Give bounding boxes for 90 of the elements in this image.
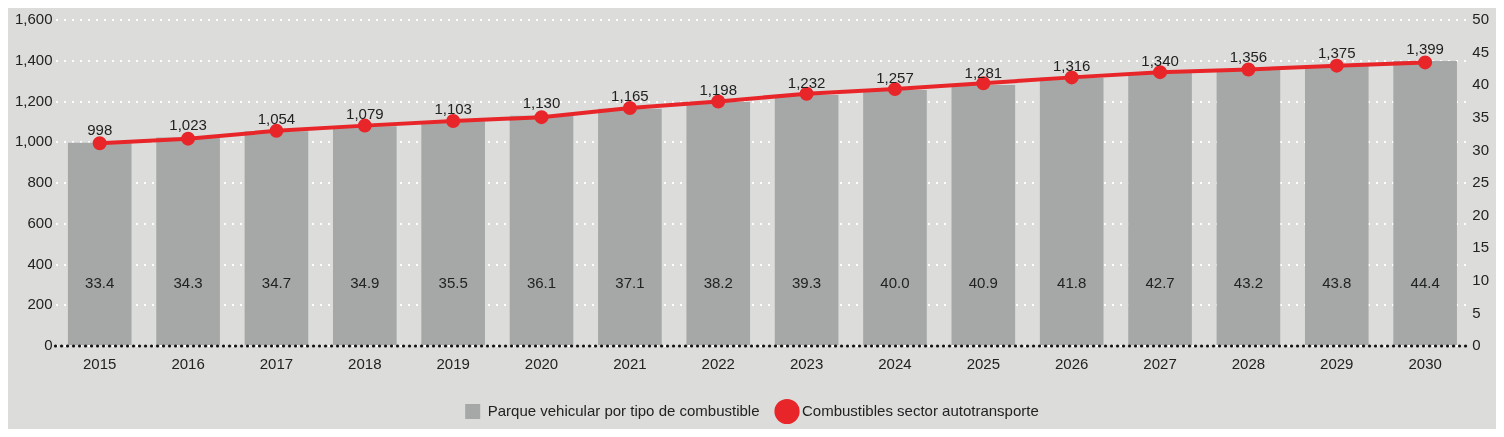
bar	[67, 142, 132, 345]
data-label: 1,023	[169, 116, 207, 134]
data-label: 1,281	[964, 63, 1003, 81]
x-tick-label: 2024	[878, 355, 912, 373]
bar	[332, 126, 397, 345]
y-tick-label: 200	[27, 295, 53, 313]
bar	[1216, 69, 1281, 345]
data-label: 1,103	[434, 99, 472, 117]
data-label: 1,165	[611, 87, 649, 105]
x-tick-label: 2029	[1320, 355, 1354, 373]
annotation: 39.3	[792, 274, 822, 292]
point	[534, 110, 549, 125]
annotation: 42.7	[1145, 274, 1175, 292]
y-tick-label: 400	[27, 254, 53, 272]
data-label: 1,054	[257, 109, 296, 127]
data-label: 1,356	[1229, 48, 1268, 66]
annotation: 43.8	[1322, 274, 1352, 292]
x-tick-label: 2027	[1143, 355, 1177, 373]
y2-tick-label: 15	[1472, 238, 1489, 256]
y2-tick-label: 5	[1472, 303, 1481, 321]
x-tick-label: 2015	[83, 355, 117, 373]
y2-tick-label: 35	[1472, 107, 1489, 125]
data-label: 1,375	[1318, 44, 1356, 62]
data-label: 1,232	[787, 73, 826, 91]
annotation: 34.7	[261, 274, 292, 292]
y-tick-label: 1,000	[14, 132, 53, 150]
bar	[509, 115, 574, 345]
x-tick-label: 2021	[613, 355, 647, 373]
y2-tick-label: 40	[1472, 75, 1489, 93]
y2-tick-label: 25	[1472, 173, 1489, 191]
data-label: 1,198	[699, 80, 738, 98]
point	[181, 131, 196, 146]
legend-label: Parque vehicular por tipo de combustible	[487, 401, 760, 419]
x-tick-label: 2016	[171, 355, 205, 373]
annotation: 41.8	[1057, 274, 1087, 292]
annotation: 35.5	[438, 274, 468, 292]
data-label: 998	[87, 121, 113, 139]
annotation: 44.4	[1410, 274, 1440, 292]
bar	[1393, 60, 1457, 345]
x-tick-label: 2022	[701, 355, 735, 373]
annotation: 33.4	[85, 274, 115, 292]
y-tick-label: 800	[27, 173, 53, 191]
bar	[1039, 77, 1104, 345]
annotation: 40.0	[880, 274, 910, 292]
x-tick-label: 2019	[436, 355, 470, 373]
x-tick-label: 2025	[966, 355, 1001, 373]
bar	[951, 85, 1016, 345]
data-label: 1,316	[1052, 56, 1091, 74]
x-tick-label: 2020	[524, 355, 559, 373]
y-tick-label: 1,600	[14, 10, 53, 28]
bar	[421, 121, 485, 345]
annotation: 34.3	[173, 274, 203, 292]
annotation: 40.9	[968, 274, 998, 292]
data-label: 1,257	[876, 68, 914, 86]
x-tick-label: 2017	[259, 355, 294, 373]
bar	[598, 108, 662, 345]
x-tick-label: 2028	[1231, 355, 1266, 373]
annotation: 37.1	[615, 274, 645, 292]
bar	[686, 101, 751, 345]
y2-tick-label: 20	[1472, 205, 1489, 223]
y2-tick-label: 50	[1472, 10, 1489, 28]
bar	[863, 89, 927, 345]
y2-tick-label: 10	[1472, 270, 1489, 288]
bar	[774, 94, 839, 345]
annotation: 38.2	[703, 274, 733, 292]
annotation: 36.1	[526, 274, 557, 292]
y-tick-label: 1,200	[14, 91, 53, 109]
y-tick-label: 0	[44, 336, 53, 354]
y2-tick-label: 45	[1472, 42, 1489, 60]
x-tick-label: 2023	[789, 355, 824, 373]
data-label: 1,079	[346, 104, 384, 122]
x-tick-label: 2026	[1055, 355, 1089, 373]
bar	[156, 137, 220, 345]
bar	[244, 131, 309, 345]
y2-tick-label: 30	[1472, 140, 1489, 158]
y-tick-label: 1,400	[14, 50, 53, 68]
y2-tick-label: 0	[1472, 336, 1481, 354]
data-label: 1,130	[522, 94, 561, 112]
data-label: 1,399	[1406, 39, 1444, 57]
bar	[1304, 65, 1369, 345]
x-tick-label: 2018	[348, 355, 382, 373]
point	[1418, 55, 1433, 70]
point	[92, 136, 107, 151]
legend-label: Combustibles sector autotransporte	[802, 401, 1039, 419]
annotation: 43.2	[1233, 274, 1264, 292]
annotation: 34.9	[350, 274, 380, 292]
x-tick-label: 2030	[1408, 355, 1442, 373]
bar	[1128, 72, 1192, 345]
y-tick-label: 600	[27, 213, 53, 231]
data-label: 1,340	[1141, 51, 1179, 69]
